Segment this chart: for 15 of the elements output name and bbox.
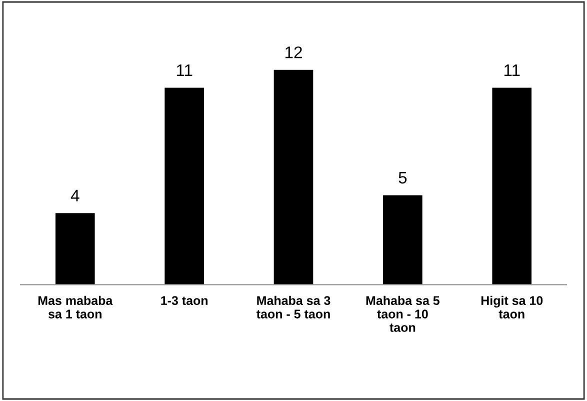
- bar: [274, 70, 314, 285]
- x-tick-label: Higit sa 10 taon: [481, 296, 543, 319]
- bar: [55, 213, 95, 285]
- x-tick-label: Mas mababa sa 1 taon: [38, 296, 113, 318]
- bar: [164, 88, 204, 285]
- data-label: 11: [504, 64, 520, 76]
- x-tick-label: Mahaba sa 5 taon - 10 taon: [366, 296, 440, 332]
- x-tick-label: 1-3 taon: [161, 296, 208, 306]
- data-label: 5: [398, 172, 407, 184]
- data-label: 12: [286, 46, 302, 58]
- bar: [492, 88, 532, 285]
- data-label: 11: [176, 64, 192, 76]
- data-label: 4: [70, 190, 80, 202]
- x-tick-label: Mahaba sa 3 taon - 5 taon: [256, 296, 330, 318]
- bar: [383, 195, 422, 285]
